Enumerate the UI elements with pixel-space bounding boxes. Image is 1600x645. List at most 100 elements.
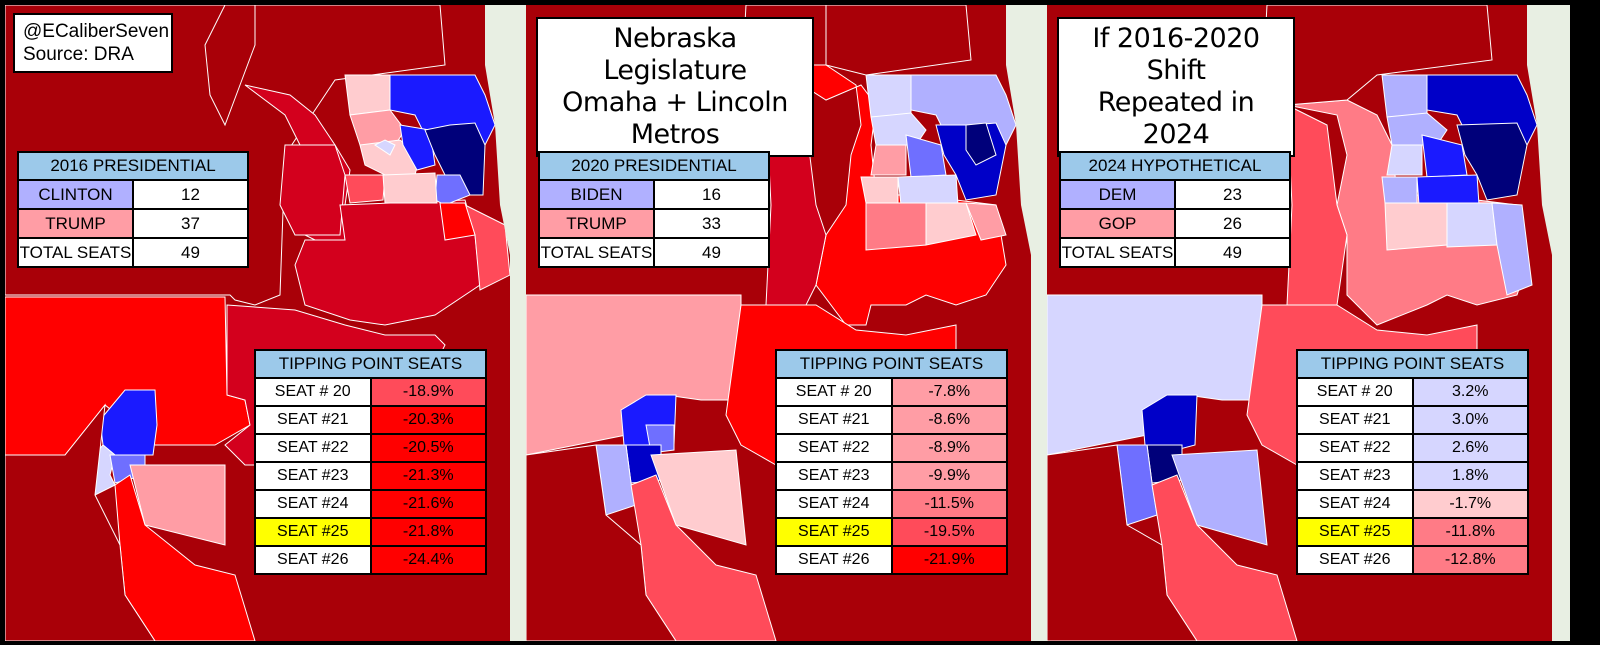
seat-label: SEAT #24 — [254, 489, 372, 519]
map-panel-2024: If 2016-2020 Shift Repeated in 2024 2024… — [1047, 5, 1570, 641]
title-line: Omaha + Lincoln Metros — [562, 87, 788, 150]
seat-margin: -11.8% — [1411, 517, 1529, 547]
tipping-row: SEAT #26 -12.8% — [1296, 545, 1529, 575]
results-value: 49 — [132, 237, 249, 268]
results-label: GOP — [1059, 208, 1176, 239]
tipping-row: SEAT #21 -20.3% — [254, 405, 487, 435]
seat-margin: -21.6% — [369, 489, 487, 519]
seat-margin: -21.9% — [890, 545, 1008, 575]
title-line: If 2016-2020 Shift — [1092, 23, 1260, 86]
tipping-row: SEAT #23 -21.3% — [254, 461, 487, 491]
seat-margin: 3.0% — [1411, 405, 1529, 435]
panel-title-2024: If 2016-2020 Shift Repeated in 2024 — [1057, 17, 1295, 157]
seat-label: SEAT #23 — [1296, 461, 1414, 491]
seat-margin: -12.8% — [1411, 545, 1529, 575]
results-row: TOTAL SEATS 49 — [538, 237, 770, 268]
credit-source: Source: DRA — [23, 44, 134, 65]
results-label: TOTAL SEATS — [17, 237, 134, 268]
results-value: 26 — [1174, 208, 1291, 239]
tipping-row: SEAT #24 -1.7% — [1296, 489, 1529, 519]
seat-label: SEAT #26 — [1296, 545, 1414, 575]
results-table-2020: 2020 PRESIDENTIAL BIDEN 16 TRUMP 33 TOTAL … — [538, 151, 770, 268]
tipping-header: TIPPING POINT SEATS — [775, 349, 1008, 379]
results-row: CLINTON 12 — [17, 179, 249, 210]
results-label: DEM — [1059, 179, 1176, 210]
tipping-row: SEAT #26 -24.4% — [254, 545, 487, 575]
results-row: TOTAL SEATS 49 — [17, 237, 249, 268]
seat-label: SEAT #22 — [775, 433, 893, 463]
credit-box: @ECaliberSeven Source: DRA — [13, 13, 173, 73]
title-line: Repeated in 2024 — [1097, 87, 1255, 150]
results-row: BIDEN 16 — [538, 179, 770, 210]
map-panel-2020: Nebraska Legislature Omaha + Lincoln Met… — [526, 5, 1049, 641]
seat-margin: -19.5% — [890, 517, 1008, 547]
tipping-rows: SEAT # 20 -18.9% SEAT #21 -20.3% SEAT #22 -20… — [254, 377, 487, 575]
seat-label: SEAT #25 — [775, 517, 893, 547]
seat-margin: -9.9% — [890, 461, 1008, 491]
tipping-row: SEAT #22 -8.9% — [775, 433, 1008, 463]
seat-margin: -21.3% — [369, 461, 487, 491]
seat-label: SEAT #22 — [254, 433, 372, 463]
tipping-row: SEAT # 20 -7.8% — [775, 377, 1008, 407]
seat-label: SEAT #21 — [254, 405, 372, 435]
seat-label: SEAT # 20 — [1296, 377, 1414, 407]
seat-margin: -7.8% — [890, 377, 1008, 407]
results-label: TOTAL SEATS — [538, 237, 655, 268]
results-header: 2020 PRESIDENTIAL — [538, 151, 770, 181]
tipping-row: SEAT #21 -8.6% — [775, 405, 1008, 435]
results-header: 2016 PRESIDENTIAL — [17, 151, 249, 181]
tipping-row: SEAT #23 1.8% — [1296, 461, 1529, 491]
results-value: 33 — [653, 208, 770, 239]
seat-label: SEAT #21 — [1296, 405, 1414, 435]
tipping-rows: SEAT # 20 3.2% SEAT #21 3.0% SEAT #22 2.6% SEA… — [1296, 377, 1529, 575]
results-row: GOP 26 — [1059, 208, 1291, 239]
seat-label: SEAT # 20 — [775, 377, 893, 407]
tipping-row: SEAT #21 3.0% — [1296, 405, 1529, 435]
tipping-row: SEAT #24 -11.5% — [775, 489, 1008, 519]
results-table-2016: 2016 PRESIDENTIAL CLINTON 12 TRUMP 37 TOTA… — [17, 151, 249, 268]
seat-label: SEAT # 20 — [254, 377, 372, 407]
tipping-header: TIPPING POINT SEATS — [254, 349, 487, 379]
results-label: TRUMP — [538, 208, 655, 239]
credit-handle: @ECaliberSeven — [23, 21, 170, 42]
results-row: DEM 23 — [1059, 179, 1291, 210]
seat-margin: -18.9% — [369, 377, 487, 407]
seat-label: SEAT #21 — [775, 405, 893, 435]
results-value: 12 — [132, 179, 249, 210]
seat-label: SEAT #25 — [254, 517, 372, 547]
results-label: CLINTON — [17, 179, 134, 210]
results-row: TOTAL SEATS 49 — [1059, 237, 1291, 268]
tipping-row: SEAT #25 -11.8% — [1296, 517, 1529, 547]
seat-label: SEAT #23 — [775, 461, 893, 491]
seat-margin: -8.6% — [890, 405, 1008, 435]
tipping-row: SEAT #22 2.6% — [1296, 433, 1529, 463]
panel-title-2020: Nebraska Legislature Omaha + Lincoln Met… — [536, 17, 814, 157]
seat-label: SEAT #24 — [775, 489, 893, 519]
seat-margin: -21.8% — [369, 517, 487, 547]
seat-label: SEAT #22 — [1296, 433, 1414, 463]
seat-margin: -20.3% — [369, 405, 487, 435]
seat-label: SEAT #24 — [1296, 489, 1414, 519]
results-label: BIDEN — [538, 179, 655, 210]
tipping-row: SEAT #24 -21.6% — [254, 489, 487, 519]
tipping-row: SEAT #25 -19.5% — [775, 517, 1008, 547]
results-value: 16 — [653, 179, 770, 210]
seat-margin: 2.6% — [1411, 433, 1529, 463]
results-row: TRUMP 33 — [538, 208, 770, 239]
results-value: 37 — [132, 208, 249, 239]
results-value: 49 — [1174, 237, 1291, 268]
tipping-table-2020: TIPPING POINT SEATS SEAT # 20 -7.8% SEAT #… — [775, 349, 1008, 575]
tipping-row: SEAT # 20 3.2% — [1296, 377, 1529, 407]
tipping-table-2016: TIPPING POINT SEATS SEAT # 20 -18.9% SEAT … — [254, 349, 487, 575]
results-table-2024: 2024 HYPOTHETICAL DEM 23 GOP 26 TOTAL SEAT… — [1059, 151, 1291, 268]
results-value: 49 — [653, 237, 770, 268]
seat-margin: -11.5% — [890, 489, 1008, 519]
tipping-row: SEAT # 20 -18.9% — [254, 377, 487, 407]
tipping-row: SEAT #22 -20.5% — [254, 433, 487, 463]
seat-label: SEAT #23 — [254, 461, 372, 491]
results-label: TRUMP — [17, 208, 134, 239]
seat-label: SEAT #25 — [1296, 517, 1414, 547]
tipping-header: TIPPING POINT SEATS — [1296, 349, 1529, 379]
seat-margin: -20.5% — [369, 433, 487, 463]
seat-margin: -8.9% — [890, 433, 1008, 463]
